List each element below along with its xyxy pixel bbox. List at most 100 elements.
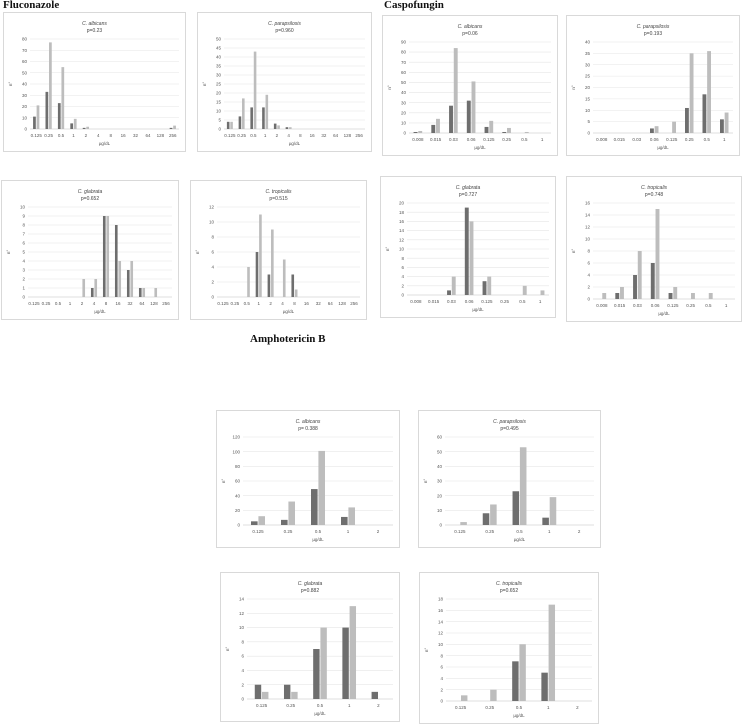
x-tick-label: 0.25 [685,137,694,142]
bar [482,513,490,525]
bar [285,127,289,129]
y-tick-label: 14 [438,619,444,624]
x-tick-label: 0.5 [519,299,526,304]
bar [512,661,519,701]
y-axis-label: n° [221,479,226,484]
bar [413,131,418,133]
x-tick-label: 256 [350,301,358,306]
y-tick-label: 35 [216,64,222,69]
y-tick-label: 10 [437,508,443,513]
chart-panel-fluconazole-c-albicans: C. albicans p=0.23 0 10 20 30 40 50 60 70 80 n° 0.12… [3,12,186,152]
x-tick-label: 2 [276,133,279,138]
bar [451,276,456,295]
x-axis-label: µg/dL [657,145,669,150]
bar [490,504,497,525]
x-tick-label: 0.125 [481,299,493,304]
x-tick-label: 32 [133,133,139,138]
bar [633,275,637,299]
bar [542,517,549,525]
y-tick-label: 8 [401,256,404,261]
bar [672,121,676,133]
chart-panel-caspofungin-c-albicans: C. albicans p=0.06 0 10 20 30 40 50 60 70 80 90 n° 0.… [382,15,558,156]
y-axis-label: n° [424,648,429,653]
x-tick-label: 0.5 [704,137,711,142]
chart-p-value: p=0.515 [269,196,287,202]
chart-p-value: p=0.193 [644,31,662,37]
section-title-amphotericin-b: Amphotericin B [250,333,326,345]
x-tick-label: 0.25 [286,703,295,708]
bar [118,261,122,297]
y-tick-label: 80 [235,464,241,469]
chart-title: C. parapsilosis [493,419,526,425]
x-tick-label: 0.125 [28,301,40,306]
bar [313,649,320,699]
bar [348,507,355,525]
chart-title: C. glabrata [456,185,481,191]
x-tick-label: 32 [321,133,327,138]
bar [668,293,673,299]
x-tick-label: 0.06 [651,303,660,308]
y-tick-label: 30 [22,93,28,98]
bar [126,270,130,297]
bar [637,251,642,299]
chart-svg: C. parapsilosisp=0.960051015202530354045… [202,21,365,146]
bar [464,207,469,295]
chart-title: C. parapsilosis [637,24,670,30]
bar [90,288,94,297]
x-tick-label: 64 [333,133,339,138]
y-tick-label: 15 [216,100,222,105]
x-tick-label: 32 [316,301,322,306]
x-tick-label: 1 [347,529,350,534]
x-tick-label: 64 [145,133,151,138]
y-tick-label: 0 [439,523,442,528]
y-tick-label: 40 [216,55,222,60]
x-tick-label: 0.125 [217,301,229,306]
bar [294,289,298,297]
x-tick-label: 0.015 [430,137,442,142]
y-tick-label: 40 [401,90,407,95]
bar [471,81,476,133]
y-tick-label: 16 [585,201,591,206]
bar [253,51,257,129]
bar [114,225,118,297]
y-axis-label: n° [571,85,576,90]
y-tick-label: 20 [585,85,591,90]
y-tick-label: 25 [585,74,591,79]
x-tick-label: 8 [299,133,302,138]
y-tick-label: 70 [22,48,28,53]
bar [277,125,280,129]
x-tick-label: 0.25 [44,133,53,138]
y-tick-label: 8 [241,639,244,644]
y-tick-label: 16 [399,219,405,224]
x-tick-label: 0.5 [58,133,65,138]
bar [482,281,487,295]
y-tick-label: 6 [440,665,443,670]
y-tick-label: 120 [232,435,240,440]
x-tick-label: 4 [93,301,96,306]
x-tick-label: 4 [287,133,290,138]
y-tick-label: 40 [585,40,591,45]
x-tick-label: 0.03 [632,137,641,142]
bar [86,126,90,129]
bar [173,125,176,129]
x-tick-label: 1 [539,299,542,304]
bar [522,285,527,295]
x-axis-label: µg/dL [94,309,106,314]
chart-panel-caspofungin-c-glabrata: C. glabrata p=0.727 0 2 4 6 8 10 12 14 16 18 20 n° 0.0… [380,176,556,318]
y-tick-label: 30 [401,100,407,105]
x-tick-label: 16 [115,301,121,306]
x-tick-label: 2 [377,529,380,534]
bar [142,288,146,297]
bar [549,497,557,525]
bar [33,116,36,129]
bar [707,51,711,133]
x-tick-label: 0.125 [666,137,678,142]
bar [519,644,526,701]
y-tick-label: 16 [438,608,444,613]
x-tick-label: 128 [344,133,352,138]
y-tick-label: 10 [216,109,222,114]
